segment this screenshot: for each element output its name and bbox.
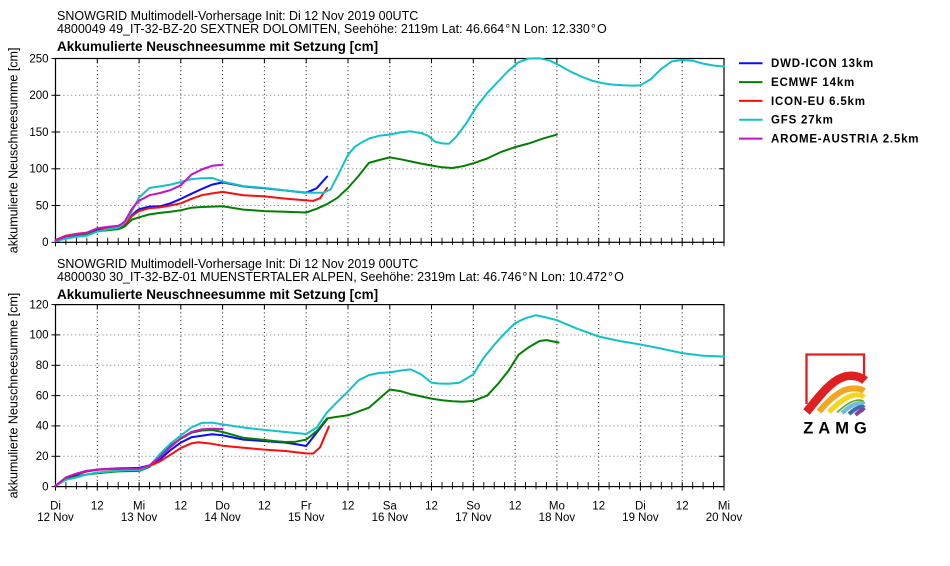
svg-text:15 Nov: 15 Nov: [288, 512, 325, 524]
svg-text:100: 100: [29, 330, 48, 342]
svg-text:12 Nov: 12 Nov: [37, 512, 74, 524]
svg-text:60: 60: [36, 390, 49, 402]
svg-text:0: 0: [42, 237, 48, 249]
svg-text:150: 150: [29, 127, 48, 139]
svg-text:4800030 30_IT-32-BZ-01 MUENSTE: 4800030 30_IT-32-BZ-01 MUENSTERTALER ALP…: [57, 270, 624, 284]
svg-text:120: 120: [29, 299, 48, 311]
svg-text:50: 50: [36, 200, 49, 212]
svg-text:DWD-ICON 13km: DWD-ICON 13km: [771, 58, 874, 70]
svg-text:Mi: Mi: [718, 501, 730, 513]
svg-text:40: 40: [36, 421, 49, 433]
svg-text:AROME-AUSTRIA 2.5km: AROME-AUSTRIA 2.5km: [771, 134, 919, 146]
svg-text:SNOWGRID Multimodell-Vorhersag: SNOWGRID Multimodell-Vorhersage Init: Di…: [57, 257, 418, 271]
svg-text:200: 200: [29, 90, 48, 102]
svg-text:12: 12: [509, 501, 522, 513]
svg-text:So: So: [466, 501, 480, 513]
svg-text:12: 12: [174, 501, 187, 513]
svg-text:16 Nov: 16 Nov: [372, 512, 409, 524]
svg-text:250: 250: [29, 53, 48, 65]
svg-text:Mo: Mo: [549, 501, 565, 513]
svg-text:80: 80: [36, 360, 49, 372]
svg-text:GFS 27km: GFS 27km: [771, 115, 834, 127]
svg-text:12: 12: [258, 501, 271, 513]
svg-text:12: 12: [676, 501, 689, 513]
svg-text:19 Nov: 19 Nov: [622, 512, 659, 524]
svg-text:ICON-EU 6.5km: ICON-EU 6.5km: [771, 96, 866, 108]
svg-text:12: 12: [592, 501, 605, 513]
svg-text:Fr: Fr: [301, 501, 312, 513]
svg-text:17 Nov: 17 Nov: [455, 512, 492, 524]
svg-text:100: 100: [29, 164, 48, 176]
svg-text:14 Nov: 14 Nov: [204, 512, 241, 524]
svg-text:Mi: Mi: [133, 501, 145, 513]
svg-text:akkumulierte Neuschneesumme [c: akkumulierte Neuschneesumme [cm]: [7, 293, 21, 499]
svg-text:Akkumulierte Neuschneesumme mi: Akkumulierte Neuschneesumme mit Setzung …: [57, 39, 378, 54]
svg-text:0: 0: [42, 481, 48, 493]
svg-text:Do: Do: [215, 501, 230, 513]
svg-text:12: 12: [342, 501, 355, 513]
svg-text:Di: Di: [50, 501, 61, 513]
svg-text:4800049 49_IT-32-BZ-20 SEXTNER: 4800049 49_IT-32-BZ-20 SEXTNER DOLOMITEN…: [57, 22, 607, 36]
svg-text:20: 20: [36, 451, 49, 463]
svg-text:18 Nov: 18 Nov: [539, 512, 576, 524]
svg-text:12: 12: [91, 501, 104, 513]
svg-text:ZAMG: ZAMG: [803, 420, 872, 438]
svg-text:20 Nov: 20 Nov: [706, 512, 743, 524]
svg-text:Akkumulierte Neuschneesumme mi: Akkumulierte Neuschneesumme mit Setzung …: [57, 287, 378, 302]
svg-text:Di: Di: [635, 501, 646, 513]
svg-text:13 Nov: 13 Nov: [121, 512, 158, 524]
svg-text:Sa: Sa: [383, 501, 398, 513]
svg-text:12: 12: [425, 501, 438, 513]
svg-text:ECMWF 14km: ECMWF 14km: [771, 77, 855, 89]
svg-text:SNOWGRID Multimodell-Vorhersag: SNOWGRID Multimodell-Vorhersage Init: Di…: [57, 9, 418, 23]
svg-text:akkumulierte Neuschneesumme [c: akkumulierte Neuschneesumme [cm]: [7, 48, 21, 254]
